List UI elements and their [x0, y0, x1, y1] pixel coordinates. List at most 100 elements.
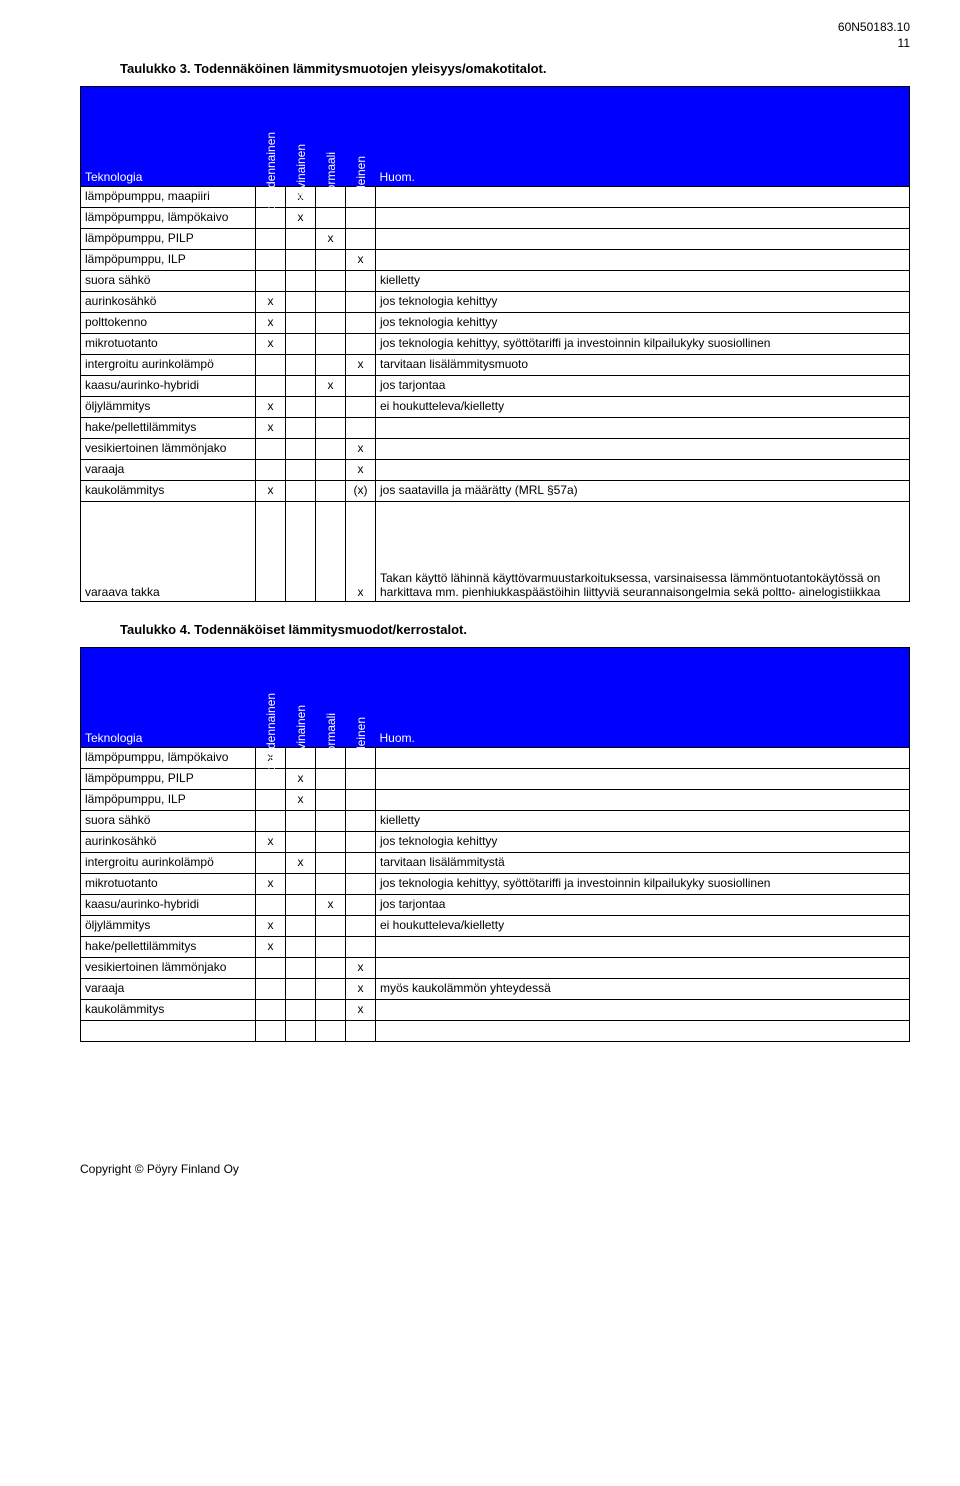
cell: [286, 916, 316, 937]
row-label: kaasu/aurinko-hybridi: [81, 376, 256, 397]
cell: [316, 481, 346, 502]
col-normaali: normaali: [316, 648, 346, 748]
row-note: [376, 250, 910, 271]
row-note: [376, 1000, 910, 1021]
row-label: hake/pellettilämmitys: [81, 418, 256, 439]
cell: x: [346, 979, 376, 1000]
table4: Teknologia epätodennainen harvinainen no…: [80, 647, 910, 1042]
row-label: lämpöpumppu, maapiiri: [81, 187, 256, 208]
table-row: mikrotuotantoxjos teknologia kehittyy, s…: [81, 334, 910, 355]
cell: (x): [346, 481, 376, 502]
row-note: [376, 187, 910, 208]
table3-caption: Taulukko 3. Todennäköinen lämmitysmuotoj…: [120, 61, 910, 76]
row-note: [376, 958, 910, 979]
cell: [256, 958, 286, 979]
cell: [256, 1000, 286, 1021]
cell: [346, 811, 376, 832]
row-note: jos teknologia kehittyy: [376, 313, 910, 334]
cell: [316, 355, 346, 376]
cell: x: [286, 853, 316, 874]
cell: x: [346, 1000, 376, 1021]
cell: x: [286, 790, 316, 811]
cell: [256, 853, 286, 874]
page: 60N50183.10 11 Taulukko 3. Todennäköinen…: [0, 0, 960, 1206]
cell: [316, 916, 346, 937]
table3-header-row: Teknologia epätodennainen harvinainen no…: [81, 87, 910, 187]
row-label: varaaja: [81, 979, 256, 1000]
cell: [346, 292, 376, 313]
cell: [316, 271, 346, 292]
cell: x: [256, 292, 286, 313]
table-row: kaukolämmitysx(x)jos saatavilla ja määrä…: [81, 481, 910, 502]
cell: x: [286, 208, 316, 229]
row-label: lämpöpumppu, ILP: [81, 250, 256, 271]
row-label: lämpöpumppu, PILP: [81, 229, 256, 250]
cell: [286, 292, 316, 313]
cell: [256, 460, 286, 481]
cell: [316, 937, 346, 958]
table-row: aurinkosähköxjos teknologia kehittyy: [81, 292, 910, 313]
cell: [286, 1000, 316, 1021]
row-note: myös kaukolämmön yhteydessä: [376, 979, 910, 1000]
cell: [316, 958, 346, 979]
footer: Copyright © Pöyry Finland Oy: [80, 1162, 910, 1176]
col-normaali: normaali: [316, 87, 346, 187]
row-note: Takan käyttö lähinnä käyttövarmuustarkoi…: [376, 502, 910, 602]
cell: [316, 439, 346, 460]
cell: [346, 334, 376, 355]
table4-caption: Taulukko 4. Todennäköiset lämmitysmuodot…: [120, 622, 910, 637]
cell: [316, 460, 346, 481]
cell: [286, 397, 316, 418]
cell: [316, 769, 346, 790]
cell: [316, 292, 346, 313]
cell: [346, 790, 376, 811]
row-note: [376, 1021, 910, 1042]
table-row: lämpöpumppu, PILPx: [81, 229, 910, 250]
row-note: kielletty: [376, 271, 910, 292]
cell: [286, 376, 316, 397]
row-note: jos tarjontaa: [376, 895, 910, 916]
table3-tall-row: varaava takka x Takan käyttö lähinnä käy…: [81, 502, 910, 602]
row-label: lämpöpumppu, PILP: [81, 769, 256, 790]
table-row: intergroitu aurinkolämpöxtarvitaan lisäl…: [81, 355, 910, 376]
col-teknologia: Teknologia: [81, 648, 256, 748]
table4-body: lämpöpumppu, lämpökaivo x lämpöpumppu, PIL…: [81, 748, 910, 1042]
cell: [286, 502, 316, 602]
row-note: jos teknologia kehittyy: [376, 292, 910, 313]
cell: [286, 895, 316, 916]
cell: x: [256, 481, 286, 502]
doc-header: 60N50183.10 11: [80, 20, 910, 51]
row-label: lämpöpumppu, lämpökaivo: [81, 748, 256, 769]
cell: x: [256, 937, 286, 958]
row-note: [376, 748, 910, 769]
cell: x: [346, 502, 376, 602]
row-label: vesikiertoinen lämmönjako: [81, 958, 256, 979]
cell: x: [256, 916, 286, 937]
table-row: polttokennoxjos teknologia kehittyy: [81, 313, 910, 334]
table-row: intergroitu aurinkolämpöxtarvitaan lisäl…: [81, 853, 910, 874]
cell: [256, 439, 286, 460]
cell: [286, 1021, 316, 1042]
table-row: mikrotuotantoxjos teknologia kehittyy, s…: [81, 874, 910, 895]
col-harvinainen: harvinainen: [286, 87, 316, 187]
row-note: jos saatavilla ja määrätty (MRL §57a): [376, 481, 910, 502]
table-row: hake/pellettilämmitysx: [81, 937, 910, 958]
table-row: kaasu/aurinko-hybridixjos tarjontaa: [81, 895, 910, 916]
cell: [286, 958, 316, 979]
table-row: lämpöpumppu, ILPx: [81, 790, 910, 811]
table-row: vesikiertoinen lämmönjakox: [81, 439, 910, 460]
row-label: lämpöpumppu, lämpökaivo: [81, 208, 256, 229]
cell: [346, 832, 376, 853]
cell: x: [316, 376, 346, 397]
table-row: aurinkosähköxjos teknologia kehittyy: [81, 832, 910, 853]
row-note: [376, 769, 910, 790]
cell: [256, 1021, 286, 1042]
cell: x: [256, 832, 286, 853]
row-label: varaava takka: [81, 502, 256, 602]
cell: [256, 979, 286, 1000]
cell: x: [346, 460, 376, 481]
row-label: varaaja: [81, 460, 256, 481]
table-row: öljylämmitysxei houkutteleva/kielletty: [81, 397, 910, 418]
table-row: varaaja x: [81, 460, 910, 481]
row-note: [376, 208, 910, 229]
